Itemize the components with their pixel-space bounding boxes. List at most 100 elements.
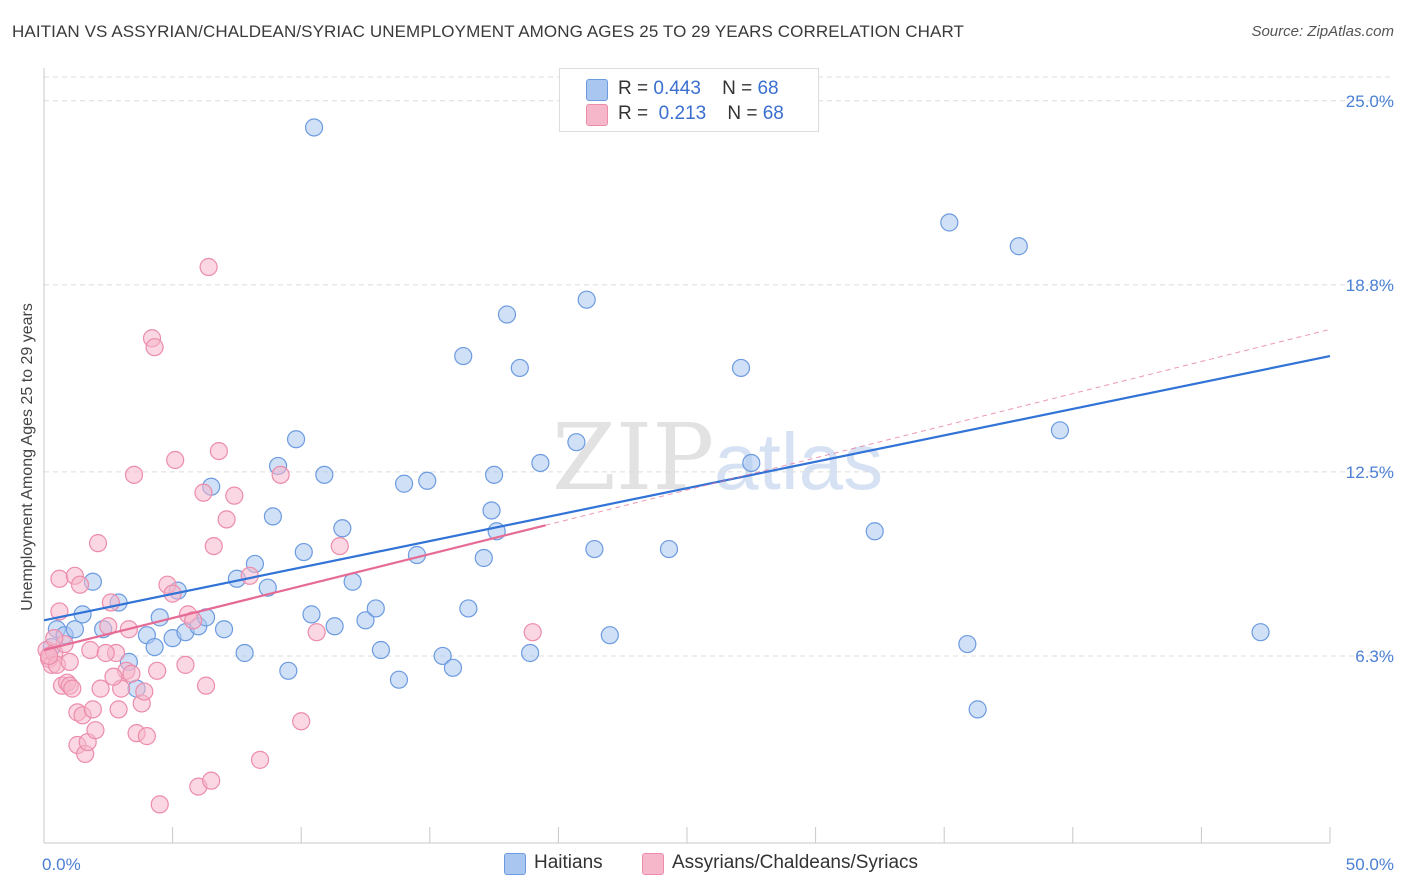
haitian-point <box>577 290 596 309</box>
haitian-point <box>1009 237 1028 256</box>
x-tick-label: 50.0% <box>1346 855 1394 874</box>
assyrian-point <box>209 441 228 461</box>
watermark-zip: ZIP <box>552 404 715 511</box>
haitian-point <box>659 539 679 559</box>
haitian-point <box>1050 421 1070 440</box>
haitian-point <box>485 465 504 484</box>
haitian-point <box>145 637 164 657</box>
assyrian-point <box>176 655 195 674</box>
assyrian-point <box>40 646 59 666</box>
haitian-point <box>482 501 501 520</box>
assyrian-point <box>50 569 69 588</box>
haitian-point <box>279 661 298 680</box>
haitian-point <box>459 599 478 618</box>
assyrian-point <box>96 643 115 663</box>
haitian-point <box>443 658 463 677</box>
haitian-point <box>418 471 437 490</box>
assyrian-point <box>250 750 270 769</box>
assyrian-point <box>225 486 244 505</box>
haitian-point <box>235 643 254 663</box>
assyrian-point <box>70 575 90 594</box>
assyrian-point <box>194 483 213 502</box>
haitian-point <box>366 599 385 618</box>
y-tick-label: 18.8% <box>1346 276 1394 295</box>
haitian-point <box>567 433 586 452</box>
bottom-legend-swatch-haitians <box>504 853 526 875</box>
haitian-point <box>497 305 517 324</box>
haitian-point <box>474 548 493 568</box>
y-tick-label: 6.3% <box>1355 647 1394 666</box>
assyrian-point <box>523 623 542 642</box>
haitian-point <box>600 626 619 645</box>
legend-text-assyrians: R = 0.213 N = 68 <box>618 103 784 124</box>
haitian-point <box>304 118 324 137</box>
haitian-point <box>302 605 321 624</box>
assyrian-point <box>83 700 102 719</box>
haitian-point <box>454 346 473 366</box>
assyrian-point <box>137 727 156 746</box>
assyrian-point <box>91 679 110 698</box>
assyrian-point <box>81 640 100 660</box>
haitian-point <box>968 700 987 719</box>
assyrian-point <box>148 661 167 680</box>
assyrian-point <box>135 682 154 701</box>
assyrian-trend-line <box>43 524 546 652</box>
legend-text-haitians: R = 0.443 N = 68 <box>618 78 779 99</box>
assyrian-point <box>122 664 141 683</box>
haitian-point <box>742 453 761 473</box>
x-tick-label: 0.0% <box>42 855 81 874</box>
haitian-point <box>521 643 540 663</box>
haitian-point <box>356 611 375 630</box>
bottom-legend-label-assyrians: Assyrians/Chaldeans/Syriacs <box>672 852 919 873</box>
haitian-point <box>940 213 959 232</box>
assyrian-point <box>307 623 326 642</box>
haitian-trend-line <box>43 355 1331 622</box>
haitian-point <box>433 646 452 666</box>
legend-swatch-haitians <box>586 79 608 101</box>
haitian-point <box>958 634 977 654</box>
assyrian-point <box>86 721 105 740</box>
haitian-point <box>865 522 884 541</box>
y-tick-label: 25.0% <box>1346 92 1394 111</box>
bottom-legend-label-haitians: Haitians <box>534 852 603 873</box>
haitian-point <box>585 539 604 559</box>
assyrian-point <box>145 338 164 357</box>
assyrian-point <box>88 534 108 553</box>
assyrian-point <box>199 257 218 277</box>
assyrian-point <box>124 465 144 484</box>
haitian-point <box>325 617 344 636</box>
legend: R = 0.443 N = 68 R = 0.213 N = 68 <box>559 68 819 132</box>
assyrian-point <box>104 667 123 686</box>
bottom-legend-swatch-assyrians <box>642 853 664 875</box>
legend-swatch-assyrians <box>586 104 608 126</box>
assyrian-point <box>196 676 216 695</box>
y-tick-label: 12.5% <box>1346 463 1394 482</box>
haitian-point <box>286 430 306 449</box>
assyrian-point <box>330 537 349 556</box>
assyrian-point <box>45 629 64 648</box>
haitian-point <box>294 542 313 562</box>
assyrian-point <box>150 795 169 814</box>
haitian-point <box>510 358 529 378</box>
haitian-point <box>65 620 84 639</box>
haitian-point <box>371 640 391 660</box>
watermark: ZIPatlas <box>552 404 883 511</box>
legend-n-value-haitians: 68 <box>757 78 779 99</box>
haitian-point <box>333 519 352 538</box>
haitian-point <box>315 465 334 484</box>
assyrian-point <box>202 771 221 790</box>
assyrian-point <box>292 712 311 731</box>
haitian-point <box>258 578 277 597</box>
haitian-point <box>1251 623 1270 642</box>
haitian-point <box>214 620 234 639</box>
source-credit: Source: ZipAtlas.com <box>1251 23 1394 40</box>
legend-r-value-assyrians: 0.213 <box>658 103 707 124</box>
haitian-point <box>731 358 751 378</box>
chart-title: HAITIAN VS ASSYRIAN/CHALDEAN/SYRIAC UNEM… <box>12 22 965 41</box>
assyrian-point <box>63 679 82 698</box>
assyrian-point <box>60 652 79 671</box>
assyrian-point <box>271 465 290 484</box>
assyrian-point <box>109 700 128 719</box>
haitian-point <box>394 474 414 493</box>
